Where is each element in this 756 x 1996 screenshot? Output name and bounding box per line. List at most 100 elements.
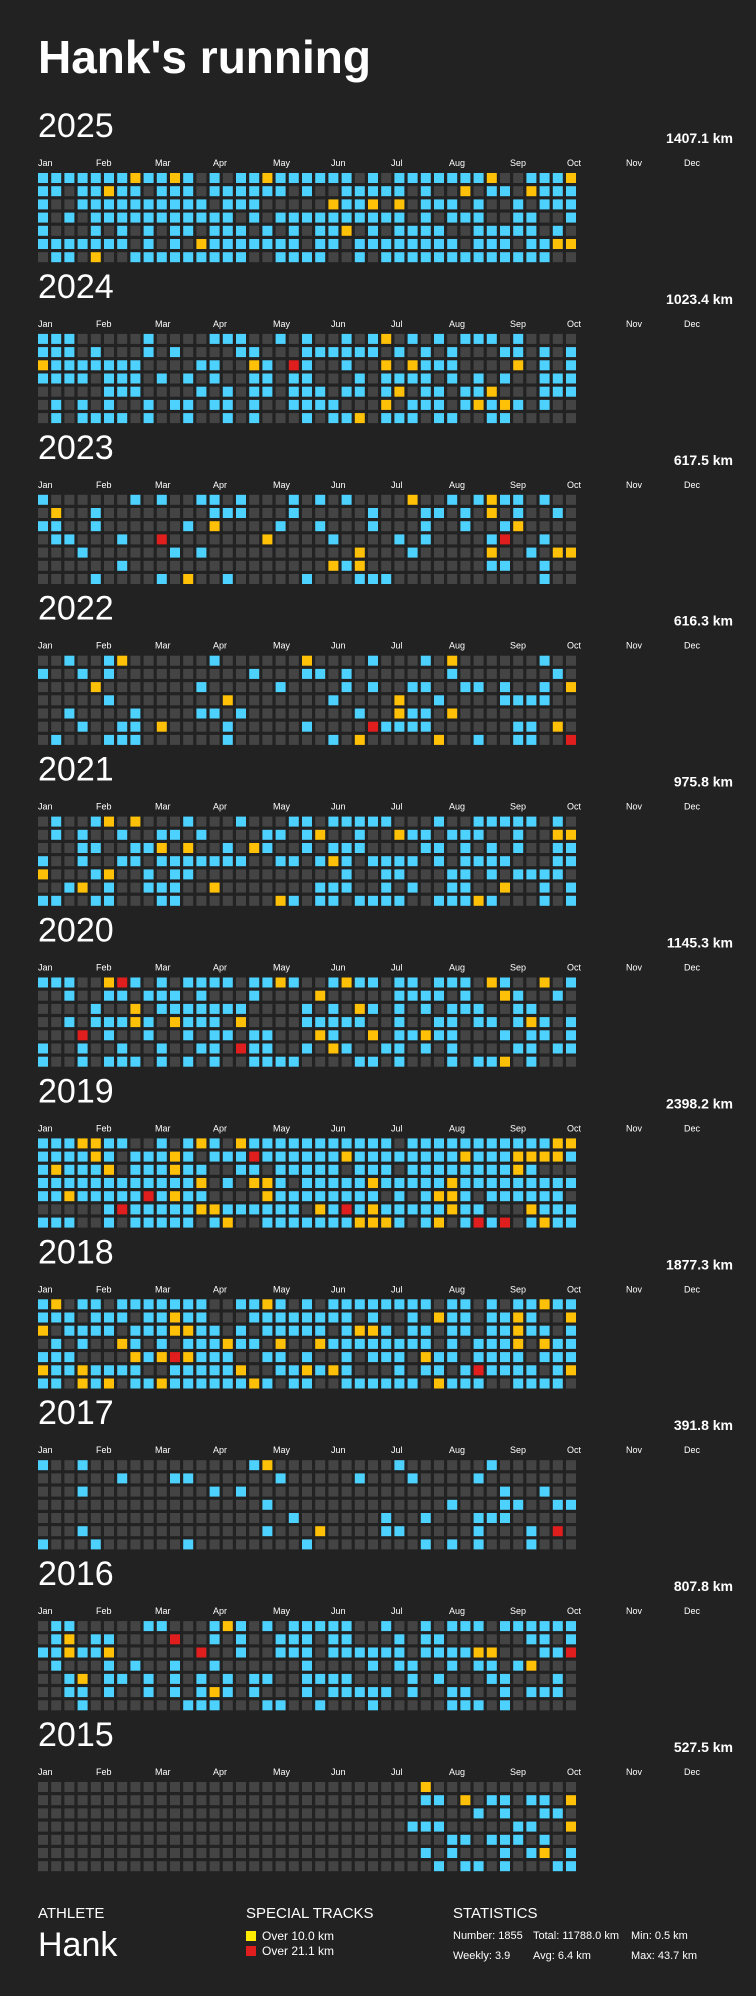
day-cell — [354, 1138, 365, 1149]
day-cell — [302, 1808, 312, 1819]
day-cell — [500, 1834, 510, 1845]
day-cell — [513, 721, 524, 732]
day-cell — [394, 1486, 405, 1497]
day-cell — [407, 360, 418, 371]
day-cell — [341, 1848, 352, 1858]
day-cell — [288, 186, 299, 197]
day-cell — [64, 882, 75, 893]
day-cell — [262, 173, 273, 183]
day-cell — [381, 1808, 392, 1819]
day-cell — [236, 1017, 246, 1028]
day-cell — [262, 1795, 273, 1806]
day-cell — [539, 1017, 550, 1028]
day-cell — [38, 1834, 48, 1845]
day-cell — [130, 1352, 141, 1363]
day-cell — [90, 1043, 101, 1054]
day-cell — [77, 882, 88, 893]
day-cell — [513, 668, 524, 679]
day-cell — [420, 386, 431, 397]
day-cell — [447, 829, 458, 840]
day-cell — [104, 843, 114, 853]
day-cell — [486, 347, 497, 358]
day-cell — [552, 990, 563, 1001]
day-cell — [183, 1365, 194, 1376]
day-cell — [117, 682, 128, 693]
day-cell — [513, 239, 524, 249]
day-cell — [222, 225, 233, 236]
day-cell — [354, 252, 365, 263]
day-cell — [460, 225, 471, 236]
day-cell — [473, 494, 484, 505]
day-cell — [381, 360, 392, 371]
day-cell — [407, 1795, 418, 1806]
day-cell — [381, 1151, 392, 1162]
day-cell — [368, 977, 378, 988]
day-cell — [539, 1499, 550, 1510]
day-cell — [51, 1003, 62, 1014]
day-cell — [236, 895, 246, 906]
day-cell — [486, 1017, 497, 1028]
day-cell — [460, 708, 471, 719]
day-cell — [420, 1848, 431, 1858]
day-cell — [117, 1017, 128, 1028]
day-cell — [117, 1621, 128, 1632]
day-cell — [486, 1043, 497, 1054]
day-cell — [77, 682, 88, 693]
day-cell — [368, 695, 378, 706]
day-cell — [434, 1003, 444, 1014]
day-cell — [196, 977, 207, 988]
day-cell — [315, 399, 326, 410]
day-cell — [51, 494, 62, 505]
month-label: Dec — [684, 1284, 701, 1294]
day-cell — [288, 1647, 299, 1658]
day-cell — [222, 1513, 233, 1523]
day-cell — [77, 708, 88, 719]
day-cell — [447, 225, 458, 236]
day-cell — [51, 1834, 62, 1845]
day-cell — [434, 856, 444, 867]
day-cell — [262, 1043, 273, 1054]
day-cell — [302, 869, 312, 880]
day-cell — [117, 333, 128, 344]
day-cell — [473, 1660, 484, 1671]
day-cell — [196, 1365, 207, 1376]
day-cell — [407, 225, 418, 236]
day-cell — [460, 508, 471, 518]
day-cell — [143, 977, 154, 988]
day-cell — [434, 1365, 444, 1376]
day-cell — [209, 1473, 220, 1484]
day-cell — [196, 1178, 207, 1188]
day-cell — [341, 734, 352, 745]
day-cell — [117, 574, 128, 584]
day-cell — [262, 668, 273, 679]
day-cell — [51, 1460, 62, 1471]
day-cell — [460, 347, 471, 358]
day-cell — [117, 386, 128, 397]
day-cell — [104, 1151, 114, 1162]
day-cell — [104, 1660, 114, 1671]
day-cell — [38, 1365, 48, 1376]
day-cell — [143, 225, 154, 236]
day-cell — [209, 721, 220, 732]
year-label: 2018 — [38, 1233, 114, 1271]
day-cell — [183, 1821, 194, 1832]
day-cell — [315, 1526, 326, 1537]
day-cell — [566, 1460, 576, 1471]
day-cell — [513, 882, 524, 893]
day-cell — [209, 856, 220, 867]
day-cell — [500, 977, 510, 988]
day-cell — [315, 1056, 326, 1067]
day-cell — [539, 1338, 550, 1349]
day-cell — [394, 869, 405, 880]
day-cell — [236, 734, 246, 745]
day-cell — [38, 1164, 48, 1175]
day-cell — [302, 668, 312, 679]
day-cell — [64, 1687, 75, 1698]
day-cell — [209, 1621, 220, 1632]
day-cell — [64, 212, 75, 223]
day-cell — [513, 843, 524, 853]
day-cell — [341, 252, 352, 263]
day-cell — [460, 668, 471, 679]
day-cell — [77, 373, 88, 384]
